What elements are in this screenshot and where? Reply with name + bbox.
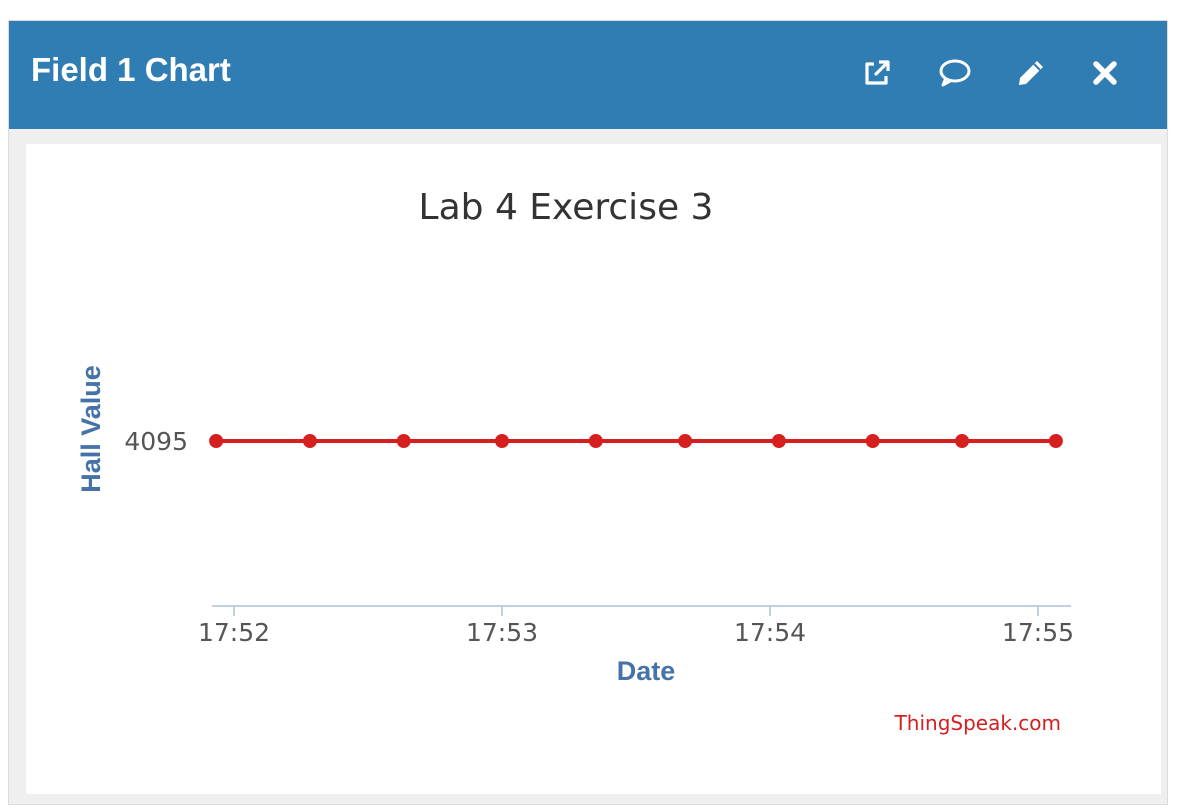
x-tick-label: 17:52	[198, 618, 270, 647]
x-tick-label: 17:54	[734, 618, 806, 647]
x-tick-label: 17:53	[466, 618, 538, 647]
external-link-icon[interactable]	[857, 53, 897, 93]
chart-area: Lab 4 Exercise 3 Hall Value Date 17:52 17…	[26, 144, 1161, 794]
chart-title: Lab 4 Exercise 3	[419, 187, 714, 228]
y-axis-label: Hall Value	[76, 365, 106, 493]
x-axis-ticks: 17:52 17:53 17:54 17:55	[198, 606, 1074, 647]
data-point[interactable]	[865, 434, 880, 448]
series-group	[209, 434, 1063, 448]
x-tick-label: 17:55	[1002, 618, 1074, 647]
widget-header: Field 1 Chart	[9, 21, 1167, 129]
y-tick-label: 4095	[124, 427, 188, 456]
data-point[interactable]	[771, 434, 786, 448]
data-point[interactable]	[678, 434, 693, 448]
line-chart: Lab 4 Exercise 3 Hall Value Date 17:52 17…	[76, 187, 1074, 735]
data-point[interactable]	[495, 434, 509, 448]
data-point[interactable]	[1048, 434, 1063, 448]
chart-widget: Field 1 Chart	[8, 20, 1168, 805]
x-axis-label: Date	[617, 656, 676, 686]
data-point[interactable]	[588, 434, 603, 448]
comment-icon[interactable]	[935, 53, 975, 93]
close-icon[interactable]	[1085, 53, 1125, 93]
data-point[interactable]	[302, 434, 317, 448]
data-point[interactable]	[209, 434, 224, 448]
pencil-icon[interactable]	[1011, 53, 1051, 93]
data-point[interactable]	[396, 434, 411, 448]
widget-title: Field 1 Chart	[31, 51, 231, 88]
credit-link[interactable]: ThingSpeak.com	[894, 711, 1061, 735]
y-axis-ticks: 4095	[124, 427, 188, 456]
data-point[interactable]	[955, 434, 970, 448]
